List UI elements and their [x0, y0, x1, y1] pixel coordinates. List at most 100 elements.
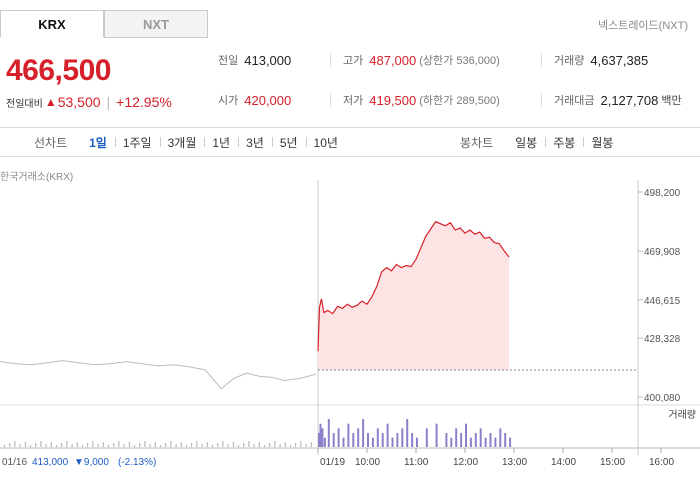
prev-volume-bar [290, 445, 291, 447]
prev-volume-bar [108, 445, 109, 447]
candle-chart-label: 봉차트 [460, 135, 494, 150]
prev-volume-bar [71, 444, 73, 447]
period-3[interactable]: 1년 [204, 134, 238, 151]
nxt-link[interactable]: 넥스트레이드(NXT) [597, 20, 688, 32]
volume-bar [396, 433, 399, 447]
x-tick-label: 13:00 [502, 457, 527, 468]
prev-volume-bar [102, 442, 104, 447]
prev-volume-bar [217, 443, 219, 447]
volume-bar [347, 423, 350, 447]
volume-bar [401, 428, 404, 447]
x-tick-label: 11:00 [404, 457, 429, 468]
period-0[interactable]: 1일 [89, 135, 107, 150]
volume-bar [455, 428, 458, 447]
volume-bar [445, 433, 448, 447]
line-chart-label: 선차트 [34, 135, 68, 150]
prev-volume-bar [19, 444, 21, 447]
prev-volume-bar [264, 445, 265, 447]
prev-volume-bar [82, 445, 83, 447]
prev-volume-bar [191, 443, 193, 447]
volume-bar [381, 433, 384, 447]
volume-bar [386, 423, 389, 447]
volume-bar [371, 437, 374, 447]
x-tick-label: 15:00 [600, 457, 625, 468]
prev-volume-bar [87, 443, 89, 447]
price-stats: 전일 413,000 고가 487,000 (상한가 536,000) 거래량 … [218, 50, 698, 130]
stat-prev-close: 전일 413,000 [218, 52, 292, 68]
volume-bar [319, 423, 322, 447]
market-tabs: KRX NXT [0, 10, 208, 38]
volume-bar [499, 428, 502, 447]
price-chart[interactable]: 498,200 469,908 446,615 428,328 400,080 거래량 01… [0, 160, 700, 487]
prev-volume-bar [149, 444, 151, 447]
x-tick-label: 16:00 [649, 457, 674, 468]
prev-volume-bar [97, 444, 99, 447]
prev-volume-bar [9, 443, 11, 447]
prev-volume-bar [227, 444, 229, 447]
volume-label: 거래량 [668, 409, 696, 421]
up-triangle-icon: ▲ [44, 95, 57, 109]
period-6[interactable]: 10년 [305, 134, 346, 151]
prev-volume-bar [295, 443, 297, 447]
divider [330, 93, 331, 107]
candle-selector: 봉차트 일봉 주봉 월봉 [460, 134, 621, 151]
stat-low: 저가 419,500 (하한가 289,500) [343, 92, 500, 108]
prev-volume-bar [61, 443, 63, 447]
volume-bar [323, 437, 326, 447]
prev-volume-bar [196, 441, 198, 447]
change-rate: +12.95% [116, 94, 172, 110]
prev-volume-bar [222, 441, 224, 447]
candle-period-0[interactable]: 일봉 [515, 135, 538, 150]
prev-volume-bar [279, 444, 281, 447]
volume-bar [494, 437, 497, 447]
x-tick-label: 14:00 [551, 457, 576, 468]
volume-bar [411, 433, 414, 447]
prev-volume-bar [243, 443, 245, 447]
divider [330, 53, 331, 67]
prev-volume-bar [14, 441, 16, 447]
price-change: 전일대비 ▲ 53,500 | +12.95% [6, 94, 172, 110]
volume-bar [342, 437, 345, 447]
change-label: 전일대비 [6, 98, 43, 110]
volume-bar [504, 433, 507, 447]
period-1[interactable]: 1주일 [114, 134, 160, 151]
candle-period-2[interactable]: 월봉 [583, 134, 621, 151]
prev-day-close: 413,000 [32, 457, 69, 468]
period-5[interactable]: 5년 [271, 134, 306, 151]
prev-volume-bar [4, 445, 5, 447]
x-tick-label: 12:00 [453, 457, 478, 468]
prev-volume-bar [66, 441, 68, 447]
volume-bar [337, 428, 340, 447]
prev-volume-bar [92, 441, 94, 447]
tab-nxt[interactable]: NXT [104, 10, 208, 38]
prev-volume-bar [258, 442, 260, 447]
volume-bar [479, 428, 482, 447]
stat-trade-value: 거래대금 2,127,708 백만 [554, 92, 682, 108]
prev-volume-bar [113, 443, 115, 447]
volume-bar [362, 419, 365, 447]
prev-volume-bar [160, 445, 161, 447]
prev-volume-bar [238, 445, 239, 447]
volume-bar [406, 419, 409, 447]
prev-day-line [0, 360, 317, 390]
prev-volume-bar [300, 441, 302, 447]
candle-period-1[interactable]: 주봉 [545, 134, 583, 151]
price-summary: 466,500 전일대비 ▲ 53,500 | +12.95% [6, 54, 172, 110]
prev-volume-bar [144, 441, 146, 447]
stat-high: 고가 487,000 (상한가 536,000) [343, 52, 500, 68]
prev-volume-bar [186, 445, 187, 447]
prev-volume-bar [310, 442, 312, 447]
volume-bar [352, 433, 355, 447]
prev-volume-bar [24, 442, 26, 447]
volume-bar [357, 428, 360, 447]
period-2[interactable]: 3개월 [159, 134, 205, 151]
y-tick-label: 428,328 [644, 334, 681, 345]
today-area [318, 221, 510, 371]
volume-bar [469, 437, 472, 447]
period-4[interactable]: 3년 [238, 134, 272, 151]
divider: | [106, 94, 111, 110]
volume-bar [484, 437, 487, 447]
tab-krx[interactable]: KRX [0, 10, 104, 38]
prev-volume-bar [50, 442, 52, 447]
volume-bar [327, 419, 330, 447]
